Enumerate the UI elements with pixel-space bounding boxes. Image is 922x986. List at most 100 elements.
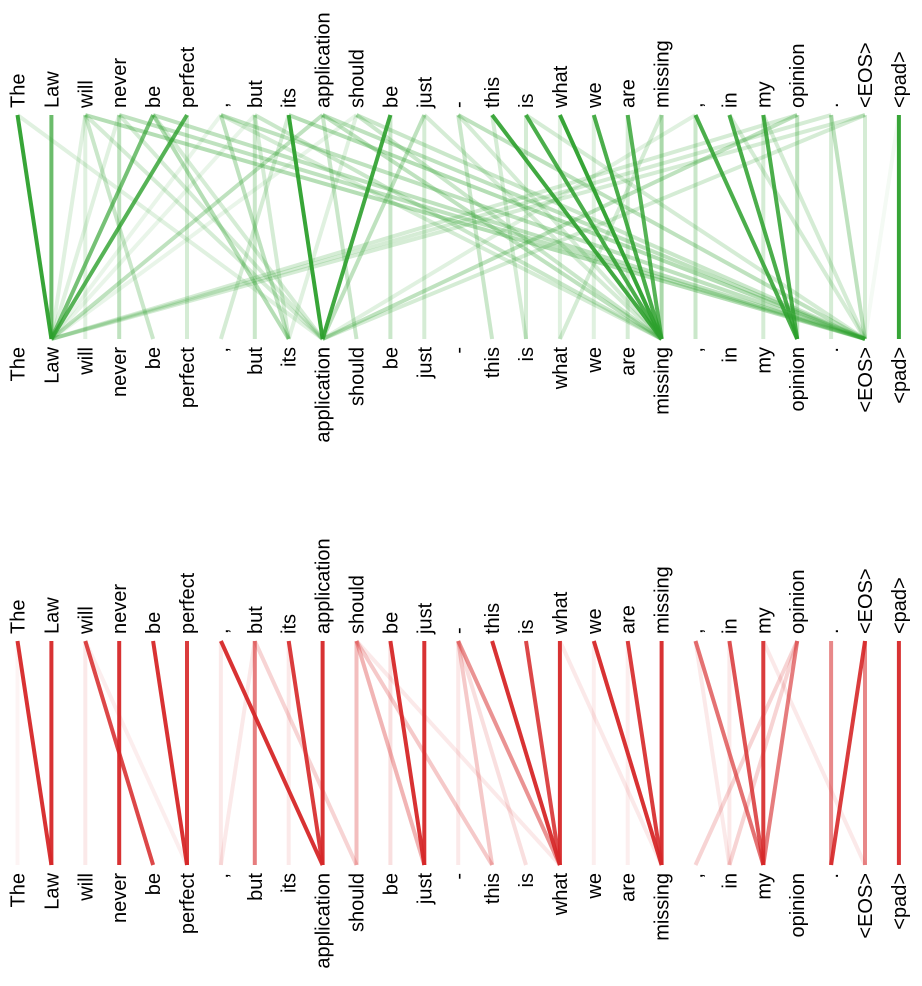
- target-token: be: [143, 347, 165, 369]
- target-token: <EOS>: [855, 347, 877, 413]
- attention-edge: [49, 113, 257, 341]
- source-token: application: [313, 538, 335, 634]
- attention-edge: [355, 639, 562, 867]
- source-token: Law: [41, 71, 63, 108]
- attention-edge: [320, 114, 359, 340]
- source-token: <EOS>: [855, 42, 877, 108]
- source-token: missing: [652, 40, 674, 108]
- source-token: be: [143, 86, 165, 108]
- attention-edge: [761, 640, 867, 866]
- attention-edge: [49, 114, 155, 340]
- attention-edges: [15, 639, 901, 867]
- target-token: .: [821, 873, 843, 879]
- source-token: application: [313, 12, 335, 108]
- attention-edge: [218, 640, 257, 866]
- source-token: <pad>: [889, 51, 911, 108]
- source-token: missing: [652, 566, 674, 634]
- attention-edge: [49, 114, 122, 340]
- attention-edge: [84, 113, 866, 341]
- source-token: what: [550, 65, 572, 109]
- target-token: what: [550, 347, 572, 391]
- attention-edge: [524, 113, 867, 341]
- attention-edge: [591, 114, 664, 340]
- target-token: but: [245, 873, 267, 901]
- attention-edge: [457, 113, 866, 341]
- attention-edge: [490, 113, 664, 341]
- source-token: <pad>: [889, 577, 911, 634]
- target-token: missing: [652, 873, 674, 941]
- attention-edge: [727, 640, 766, 866]
- target-token: but: [245, 347, 267, 375]
- source-token: we: [584, 608, 606, 635]
- attention-edge: [693, 114, 800, 340]
- attention-edge: [50, 113, 832, 341]
- source-token: my: [753, 607, 775, 634]
- target-token: opinion: [787, 347, 809, 412]
- source-token: are: [618, 79, 640, 108]
- attention-edge: [286, 114, 325, 340]
- source-token: The: [8, 600, 30, 634]
- attention-edge: [286, 640, 325, 866]
- target-token: in: [719, 873, 741, 889]
- attention-edge: [490, 114, 528, 340]
- attention-edges: [15, 113, 901, 341]
- attention-edge: [252, 114, 291, 340]
- target-token: missing: [652, 347, 674, 415]
- attention-panel-green: The Law will never be perfect, but its applicati…: [8, 12, 911, 442]
- source-token: .: [821, 628, 843, 634]
- attention-edge: [388, 640, 427, 866]
- target-token: Law: [41, 872, 63, 909]
- attention-edge: [321, 113, 799, 341]
- source-token: be: [143, 612, 165, 634]
- attention-edge: [456, 113, 664, 341]
- source-token: <EOS>: [855, 568, 877, 634]
- attention-edge: [117, 113, 325, 341]
- attention-edge: [151, 113, 291, 341]
- attention-edge: [727, 113, 867, 341]
- target-token: <EOS>: [855, 873, 877, 939]
- attention-edge: [693, 640, 732, 866]
- source-token: perfect: [177, 46, 199, 108]
- attention-edge: [829, 114, 867, 340]
- source-token: will: [75, 80, 97, 109]
- target-token: ,: [211, 873, 233, 879]
- target-token: will: [75, 347, 97, 376]
- attention-edge: [693, 640, 766, 866]
- target-token: never: [109, 347, 131, 397]
- source-token: ,: [686, 628, 708, 634]
- source-token: ,: [211, 102, 233, 108]
- target-token: <pad>: [889, 347, 911, 404]
- source-token: what: [550, 591, 572, 635]
- target-token: The: [8, 347, 30, 381]
- source-token: perfect: [177, 572, 199, 634]
- attention-edge: [863, 114, 901, 340]
- attention-edge: [49, 113, 223, 341]
- target-token: my: [753, 347, 775, 374]
- attention-edge: [625, 640, 664, 866]
- attention-edge: [50, 113, 324, 341]
- attention-edge: [354, 640, 427, 866]
- source-token: be: [380, 86, 402, 108]
- source-token: in: [719, 92, 741, 108]
- target-token: be: [143, 873, 165, 895]
- target-token: -: [448, 873, 470, 880]
- target-token: be: [380, 873, 402, 895]
- source-token: this: [482, 77, 504, 108]
- attention-edge: [829, 640, 867, 866]
- target-token: is: [516, 873, 538, 887]
- attention-edge: [591, 640, 664, 866]
- source-token: just: [414, 602, 436, 635]
- attention-edge: [219, 640, 325, 866]
- target-token: in: [719, 347, 741, 363]
- source-token: should: [347, 575, 369, 634]
- target-token: should: [347, 347, 369, 406]
- target-token: .: [821, 347, 843, 353]
- source-token: never: [109, 58, 131, 108]
- source-token: The: [8, 74, 30, 108]
- source-token-labels: The Law will never be perfect, but its applicati…: [8, 538, 911, 635]
- target-token: perfect: [177, 347, 199, 409]
- target-token: are: [618, 347, 640, 376]
- target-token: its: [279, 347, 301, 367]
- target-token-labels: The Law will never be perfect, but its applicati…: [8, 346, 911, 442]
- attention-edge: [286, 114, 359, 340]
